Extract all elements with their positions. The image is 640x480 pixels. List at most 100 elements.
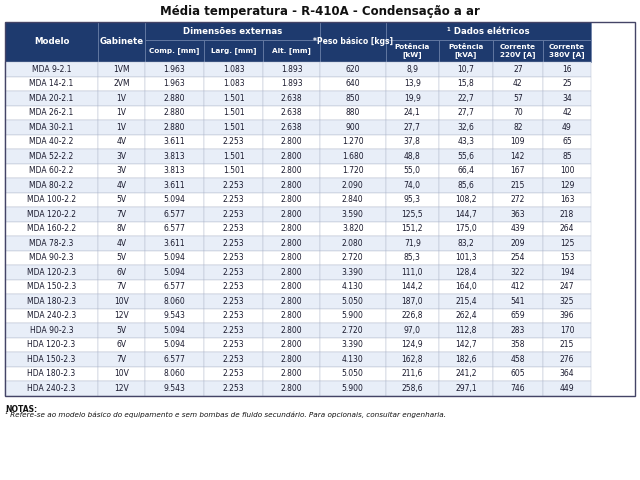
Bar	[99, 251, 145, 265]
Bar	[263, 192, 320, 207]
Text: 2.800: 2.800	[281, 181, 303, 190]
Bar	[263, 381, 320, 396]
Bar	[385, 149, 439, 164]
Text: 9.543: 9.543	[164, 384, 186, 393]
Text: Larg. [mm]: Larg. [mm]	[211, 48, 257, 54]
Text: 900: 900	[346, 123, 360, 132]
Text: 2.800: 2.800	[281, 137, 303, 146]
Bar	[204, 294, 263, 309]
Bar	[5, 164, 99, 178]
Bar	[543, 62, 591, 76]
Bar	[320, 178, 385, 192]
Text: 2.080: 2.080	[342, 239, 364, 248]
Text: 2.090: 2.090	[342, 181, 364, 190]
Text: 2.253: 2.253	[223, 268, 244, 277]
Text: 125: 125	[560, 239, 574, 248]
Bar	[263, 309, 320, 323]
Bar	[204, 309, 263, 323]
Bar	[385, 91, 439, 106]
Bar	[493, 178, 543, 192]
Bar	[439, 265, 493, 279]
Text: 2.253: 2.253	[223, 210, 244, 219]
Bar	[99, 120, 145, 134]
Text: 66,4: 66,4	[458, 166, 474, 175]
Text: 5.900: 5.900	[342, 384, 364, 393]
Bar	[493, 40, 543, 62]
Bar	[5, 62, 99, 76]
Text: 1V: 1V	[116, 123, 127, 132]
Bar	[320, 192, 385, 207]
Bar	[493, 367, 543, 381]
Bar	[320, 381, 385, 396]
Bar	[204, 337, 263, 352]
Text: 850: 850	[346, 94, 360, 103]
Text: 2.800: 2.800	[281, 384, 303, 393]
Text: 2.253: 2.253	[223, 369, 244, 378]
Text: 55,6: 55,6	[458, 152, 474, 161]
Bar	[263, 265, 320, 279]
Bar	[263, 134, 320, 149]
Text: 5V: 5V	[116, 195, 127, 204]
Text: 2.253: 2.253	[223, 297, 244, 306]
Text: 101,3: 101,3	[455, 253, 477, 262]
Text: 1.720: 1.720	[342, 166, 364, 175]
Bar	[99, 134, 145, 149]
Bar	[5, 76, 99, 91]
Text: 258,6: 258,6	[401, 384, 423, 393]
Bar	[99, 221, 145, 236]
Bar	[99, 76, 145, 91]
Bar	[145, 221, 204, 236]
Bar	[385, 22, 591, 40]
Bar	[5, 381, 99, 396]
Text: Modelo: Modelo	[34, 37, 69, 47]
Bar	[5, 265, 99, 279]
Bar	[263, 352, 320, 367]
Text: 439: 439	[511, 224, 525, 233]
Bar	[543, 134, 591, 149]
Text: 5V: 5V	[116, 326, 127, 335]
Bar	[493, 62, 543, 76]
Text: 659: 659	[511, 311, 525, 320]
Bar	[145, 22, 320, 40]
Bar	[263, 91, 320, 106]
Text: *Peso básico [kgs]: *Peso básico [kgs]	[313, 37, 393, 47]
Text: 10V: 10V	[114, 369, 129, 378]
Text: 2.253: 2.253	[223, 282, 244, 291]
Bar	[439, 76, 493, 91]
Text: 6V: 6V	[116, 340, 127, 349]
Bar	[145, 76, 204, 91]
Bar	[439, 294, 493, 309]
Bar	[439, 40, 493, 62]
Bar	[385, 236, 439, 251]
Bar	[493, 265, 543, 279]
Bar	[385, 323, 439, 337]
Text: 175,0: 175,0	[455, 224, 477, 233]
Text: 3.611: 3.611	[164, 137, 186, 146]
Bar	[320, 251, 385, 265]
Text: 3.390: 3.390	[342, 340, 364, 349]
Bar	[385, 192, 439, 207]
Text: MDA 60-2.2: MDA 60-2.2	[29, 166, 74, 175]
Bar	[493, 134, 543, 149]
Text: 4V: 4V	[116, 181, 127, 190]
Text: 2.253: 2.253	[223, 253, 244, 262]
Text: 6.577: 6.577	[164, 210, 186, 219]
Text: 15,8: 15,8	[458, 79, 474, 88]
Bar	[385, 62, 439, 76]
Bar	[263, 120, 320, 134]
Bar	[204, 91, 263, 106]
Bar	[439, 62, 493, 76]
Text: 2.800: 2.800	[281, 340, 303, 349]
Bar	[204, 251, 263, 265]
Bar	[204, 40, 263, 62]
Text: 262,4: 262,4	[455, 311, 477, 320]
Bar	[543, 40, 591, 62]
Text: 5.050: 5.050	[342, 297, 364, 306]
Bar	[99, 207, 145, 221]
Bar	[385, 294, 439, 309]
Text: 6.577: 6.577	[164, 224, 186, 233]
Bar	[99, 323, 145, 337]
Text: 70: 70	[513, 108, 523, 117]
Text: 2.800: 2.800	[281, 224, 303, 233]
Bar	[145, 309, 204, 323]
